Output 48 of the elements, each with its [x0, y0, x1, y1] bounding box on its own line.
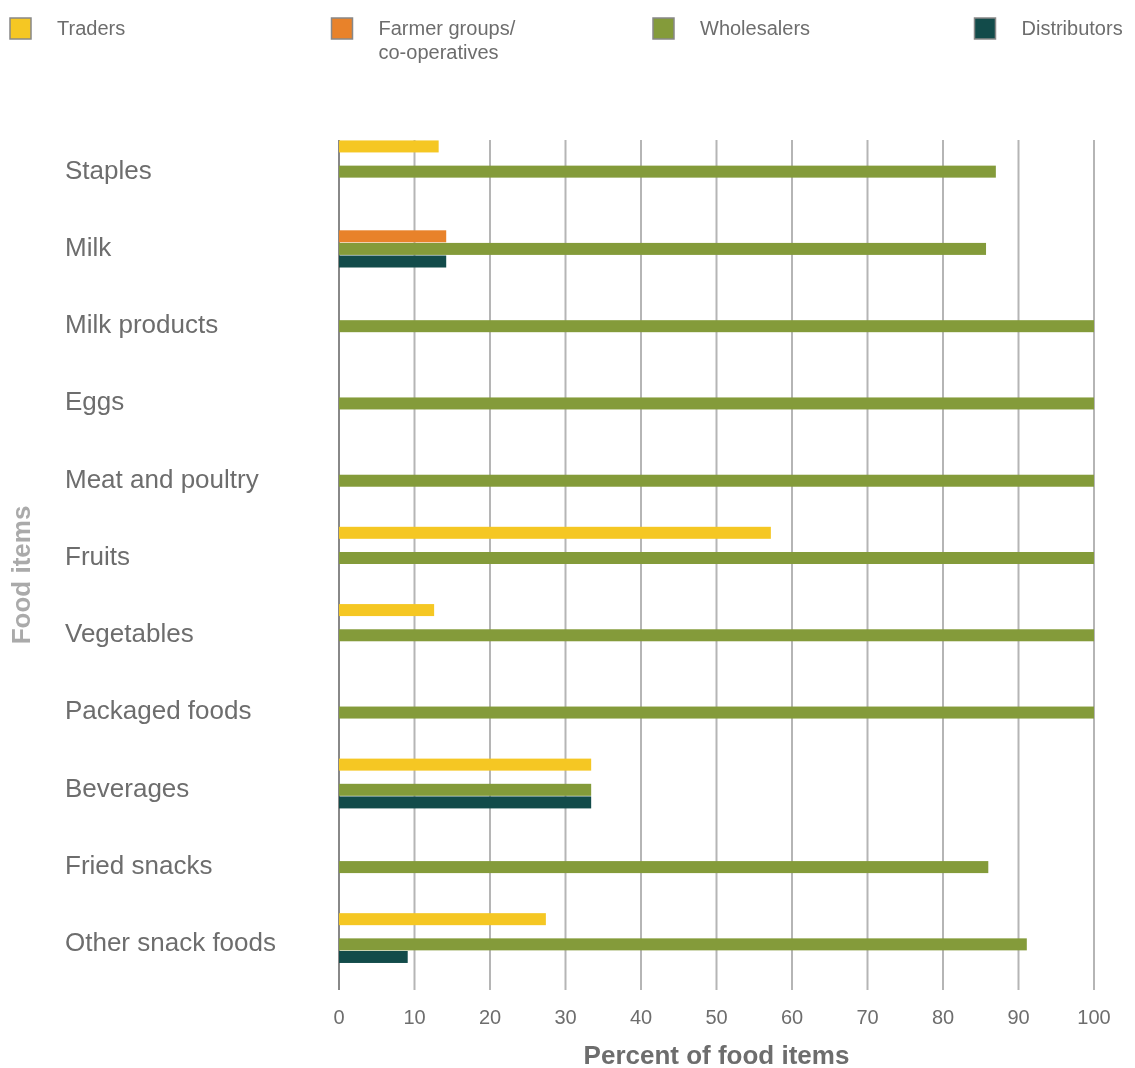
- y-tick-label: Packaged foods: [65, 695, 252, 726]
- x-tick-label: 80: [931, 1006, 955, 1028]
- bar: [339, 140, 439, 153]
- bar: [339, 706, 1094, 719]
- bar: [339, 242, 987, 255]
- x-tick-label: 30: [554, 1006, 577, 1028]
- x-tick-label: 40: [629, 1006, 653, 1028]
- y-tick-label: Milk: [65, 231, 113, 262]
- bar: [339, 783, 592, 796]
- bar: [339, 950, 408, 963]
- x-tick-label: 10: [403, 1006, 426, 1028]
- y-tick-label: Fruits: [65, 540, 130, 571]
- legend-label: Distributors: [1021, 17, 1123, 39]
- bar: [339, 165, 996, 178]
- y-tick-label: Meat and poultry: [65, 463, 259, 494]
- bar: [339, 397, 1094, 410]
- y-axis-title: Food items: [6, 505, 36, 645]
- bar: [339, 938, 1027, 951]
- bar: [339, 629, 1094, 642]
- bar: [339, 552, 1094, 564]
- y-tick-label: Vegetables: [65, 618, 194, 649]
- y-tick-label: Other snack foods: [65, 927, 276, 958]
- y-tick-label: Beverages: [65, 772, 190, 803]
- x-tick-label: 100: [1077, 1006, 1111, 1028]
- bar: [339, 913, 546, 926]
- bar: [339, 796, 592, 809]
- bar: [339, 861, 989, 874]
- bar: [339, 320, 1094, 333]
- x-tick-label: 90: [1007, 1006, 1030, 1028]
- bar: [339, 230, 447, 243]
- y-tick-label: Staples: [65, 154, 152, 185]
- bar: [339, 758, 592, 771]
- bar: [339, 255, 447, 268]
- bar: [339, 526, 771, 539]
- legend-label: Farmer groups/ co-operatives: [378, 17, 516, 63]
- bar: [339, 604, 435, 617]
- x-tick-label: 0: [333, 1006, 345, 1028]
- x-axis-title: Percent of food items: [583, 1040, 850, 1068]
- y-tick-label: Milk products: [65, 309, 219, 340]
- legend-label: Traders: [57, 17, 126, 39]
- bar: [339, 474, 1094, 487]
- y-tick-label: Fried snacks: [65, 849, 213, 880]
- x-tick-label: 50: [705, 1006, 728, 1028]
- legend-label: Wholesalers: [700, 17, 811, 39]
- y-tick-label: Eggs: [65, 386, 125, 417]
- x-tick-label: 20: [478, 1006, 502, 1028]
- x-tick-label: 60: [780, 1006, 804, 1028]
- x-tick-label: 70: [856, 1006, 879, 1028]
